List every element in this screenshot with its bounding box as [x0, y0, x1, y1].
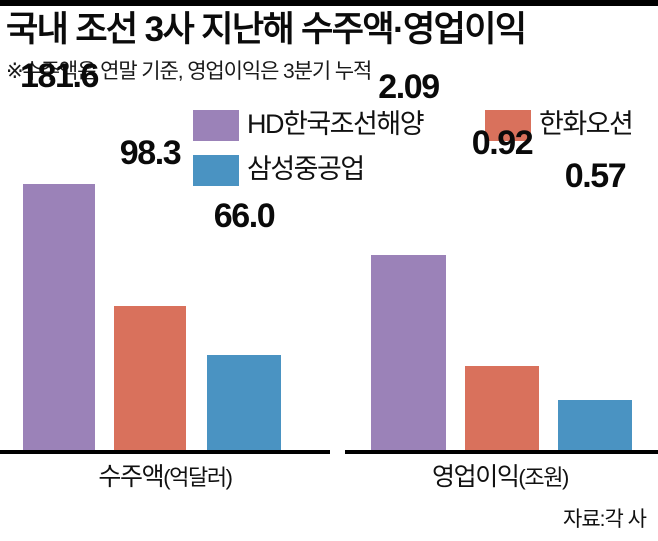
axis-caption-order-amount: 수주액(억달러) — [30, 460, 300, 495]
bar-value-수주액-HD한국조선해양: 181.6 — [19, 57, 99, 95]
axis-baseline — [0, 450, 330, 454]
bar-value-수주액-삼성중공업: 66.0 — [213, 197, 276, 235]
page-subtitle: ※수주액은 연말 기준, 영업이익은 3분기 누적 — [6, 60, 372, 83]
page-title: 국내 조선 3사 지난해 수주액·영업이익 — [6, 10, 527, 49]
legend-swatch-samsung-heavy-industries — [193, 155, 239, 186]
bar-value-수주액-한화오션: 98.3 — [119, 134, 182, 172]
legend-swatch-hanwha-ocean — [485, 110, 531, 141]
chart-group-order-amount: 수주액(억달러) 181.6 98.3 66.0 — [0, 57, 330, 495]
bar-수주액-한화오션 — [114, 306, 186, 450]
axis-caption-operating-profit: 영업이익(조원) — [365, 460, 635, 495]
bar-수주액-삼성중공업 — [207, 355, 281, 450]
chart-group-operating-profit: 영업이익(조원) 2.09 0.92 0.57 — [340, 0, 658, 541]
legend-label-samsung-heavy-industries: 삼성중공업 — [247, 154, 365, 184]
axis-caption-text: 영업이익 — [432, 463, 520, 491]
bar-영업이익-삼성중공업 — [558, 400, 632, 450]
top-divider — [0, 0, 658, 6]
axis-caption-text: 수주액 — [98, 463, 164, 491]
legend-label-hd-korea-shipbuilding-marine: HD한국조선해양 — [247, 109, 425, 139]
legend-label-hanwha-ocean: 한화오션 — [539, 109, 634, 139]
bar-value-영업이익-삼성중공업: 0.57 — [564, 157, 627, 195]
source-note: 자료:각 사 — [563, 508, 647, 531]
axis-caption-unit: (조원) — [518, 465, 569, 490]
bar-value-영업이익-HD한국조선해양: 2.09 — [378, 68, 440, 106]
axis-caption-unit: (억달러) — [163, 465, 233, 490]
bar-value-영업이익-한화오션: 0.92 — [471, 124, 534, 162]
bar-수주액-HD한국조선해양 — [23, 184, 95, 450]
legend-swatch-hd-korea-shipbuilding-marine — [193, 110, 239, 141]
axis-baseline — [345, 450, 658, 454]
bar-영업이익-HD한국조선해양 — [371, 255, 446, 450]
bar-영업이익-한화오션 — [465, 366, 539, 450]
